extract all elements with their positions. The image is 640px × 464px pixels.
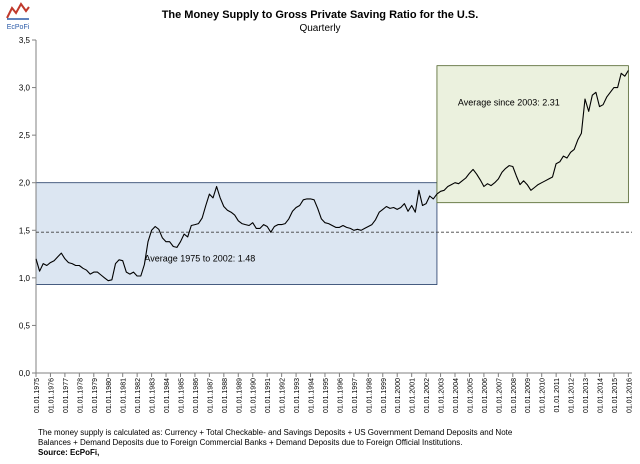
x-tick-label: 01.01.2004 [453, 378, 460, 413]
x-tick-label: 01.01.1988 [222, 378, 229, 413]
y-tick-label: 1,0 [19, 274, 31, 283]
average-annotation-1: Average since 2003: 2.31 [458, 98, 560, 108]
y-tick-label: 2,0 [19, 179, 31, 188]
chart-subtitle: Quarterly [299, 23, 341, 34]
footer-note: The money supply is calculated as: Curre… [38, 428, 634, 458]
x-tick-label: 01.01.1989 [236, 378, 243, 413]
y-tick-label: 1,5 [19, 226, 31, 235]
x-tick-label: 01.01.2014 [597, 378, 604, 413]
x-tick-label: 01.01.1986 [193, 378, 200, 413]
footer-source: Source: EcPoFi, [38, 448, 100, 457]
y-tick-label: 0,5 [19, 321, 31, 330]
x-tick-label: 01.01.1981 [121, 378, 128, 413]
x-tick-label: 01.01.2012 [569, 378, 576, 413]
x-tick-label: 01.01.1991 [265, 378, 272, 413]
x-tick-label: 01.01.1977 [63, 378, 70, 413]
x-tick-label: 01.01.2011 [554, 378, 561, 413]
y-tick-label: 0,0 [19, 369, 31, 378]
x-tick-label: 01.01.1982 [135, 378, 142, 413]
series-line-0 [35, 70, 629, 282]
x-tick-label: 01.01.1993 [294, 378, 301, 413]
footer-note-line-1: The money supply is calculated as: Curre… [38, 428, 513, 437]
period-box-period-1975-2002 [35, 182, 438, 285]
x-tick-label: 01.01.1999 [381, 378, 388, 413]
x-tick-label: 01.01.1978 [77, 378, 84, 413]
x-tick-label: 01.01.1987 [207, 378, 214, 413]
x-tick-label: 01.01.1975 [34, 378, 41, 413]
x-tick-label: 01.01.2016 [626, 378, 633, 413]
x-tick-label: 01.01.2003 [439, 378, 446, 413]
x-tick-label: 01.01.1983 [150, 378, 157, 413]
x-tick-label: 01.01.2007 [496, 378, 503, 413]
x-tick-label: 01.01.1995 [323, 378, 330, 413]
y-tick-label: 2,5 [19, 131, 31, 140]
x-tick-label: 01.01.1997 [352, 378, 359, 413]
chart: 0,0 0,5 1,0 1,5 2,0 2,5 3,0 3,5 01.01.1975 01.01.… [19, 36, 634, 413]
brand-logo: EcPoFi [4, 2, 32, 31]
x-tick-label: 01.01.1996 [337, 378, 344, 413]
x-tick-label: 01.01.2013 [583, 378, 590, 413]
y-tick-label: 3,5 [19, 36, 31, 45]
y-tick-label: 3,0 [19, 84, 31, 93]
x-tick-label: 01.01.1984 [164, 378, 171, 413]
ecpofi-logo-icon [6, 2, 30, 20]
footer-note-line-2: Balances + Demand Deposits due to Foreig… [38, 438, 463, 447]
x-tick-label: 01.01.1980 [106, 378, 113, 413]
x-tick-label: 01.01.1990 [251, 378, 258, 413]
x-tick-label: 01.01.1985 [178, 378, 185, 413]
x-tick-label: 01.01.2001 [410, 378, 417, 413]
logo-text: EcPoFi [6, 24, 30, 31]
x-tick-label: 01.01.2008 [511, 378, 518, 413]
x-tick-label: 01.01.2000 [395, 378, 402, 413]
x-tick-label: 01.01.2005 [467, 378, 474, 413]
average-annotation-0: Average 1975 to 2002: 1.48 [144, 254, 255, 264]
x-tick-label: 01.01.1998 [366, 378, 373, 413]
x-tick-label: 01.01.2010 [540, 378, 547, 413]
x-tick-label: 01.01.1976 [48, 378, 55, 413]
x-tick-label: 01.01.1992 [280, 378, 287, 413]
x-tick-label: 01.01.1979 [92, 378, 99, 413]
x-tick-label: 01.01.2002 [424, 378, 431, 413]
x-tick-label: 01.01.2006 [482, 378, 489, 413]
period-box-period-since-2003 [436, 65, 629, 204]
x-tick-label: 01.01.2009 [525, 378, 532, 413]
x-tick-label: 01.01.2015 [612, 378, 619, 413]
chart-title: The Money Supply to Gross Private Saving… [161, 9, 479, 21]
x-tick-label: 01.01.1994 [309, 378, 316, 413]
